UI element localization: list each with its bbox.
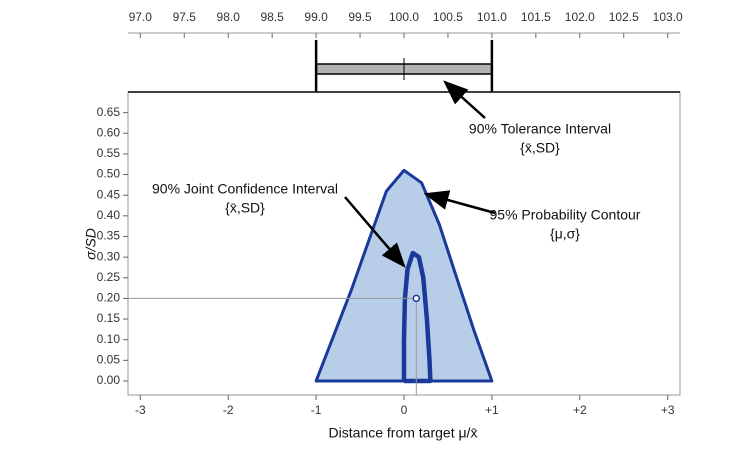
x-tick-label: 102.5: [609, 10, 639, 24]
x-tick-label: 103.0: [653, 10, 683, 24]
y-tick-label: 0.30: [97, 249, 121, 263]
y-axis-label: σ/SD: [83, 228, 99, 260]
x-tick-label: 101.5: [521, 10, 551, 24]
annotation-sub: {μ,σ}: [550, 226, 580, 242]
annotation-sub: {x̄,SD}: [520, 140, 560, 156]
x-tick-label: -1: [311, 403, 322, 417]
y-tick-label: 0.00: [97, 373, 121, 387]
y-tick-label: 0.15: [97, 311, 121, 325]
confidence-region: [401, 250, 433, 384]
x-axis-label: Distance from target μ/x̄: [329, 425, 478, 441]
x-tick-label: 100.5: [433, 10, 463, 24]
x-tick-label: 101.0: [477, 10, 507, 24]
y-tick-label: 0.35: [97, 229, 121, 243]
x-tick-label: 97.5: [173, 10, 197, 24]
x-tick-label: 102.0: [565, 10, 595, 24]
x-tick-label: 97.0: [129, 10, 153, 24]
x-tick-label: +1: [485, 403, 499, 417]
x-tick-label: 0: [401, 403, 408, 417]
y-tick-label: 0.45: [97, 187, 121, 201]
x-tick-label: +2: [573, 403, 587, 417]
y-tick-label: 0.40: [97, 208, 121, 222]
x-tick-label: 98.0: [217, 10, 241, 24]
x-tick-label: 100.0: [389, 10, 419, 24]
annotation: 95% Probability Contour: [490, 207, 641, 223]
y-tick-label: 0.60: [97, 125, 121, 139]
y-tick-label: 0.65: [97, 105, 121, 119]
x-tick-label: -2: [223, 403, 234, 417]
x-tick-label: +3: [661, 403, 675, 417]
y-tick-label: 0.05: [97, 352, 121, 366]
x-tick-label: 99.0: [304, 10, 328, 24]
y-tick-label: 0.25: [97, 270, 121, 284]
annotation: 90% Tolerance Interval: [469, 121, 611, 137]
probability-contour: [314, 168, 494, 383]
annotation: 90% Joint Confidence Interval: [152, 181, 338, 197]
y-tick-label: 0.50: [97, 167, 121, 181]
annotation-sub: {x̄,SD}: [225, 200, 265, 216]
arrow: [344, 196, 406, 268]
y-tick-label: 0.20: [97, 291, 121, 305]
y-tick-label: 0.10: [97, 332, 121, 346]
x-tick-label: 99.5: [348, 10, 372, 24]
arrow: [423, 190, 496, 215]
y-tick-label: 0.55: [97, 146, 121, 160]
x-tick-label: 98.5: [260, 10, 284, 24]
x-tick-label: -3: [135, 403, 146, 417]
arrow: [443, 80, 486, 119]
point: [412, 294, 421, 303]
